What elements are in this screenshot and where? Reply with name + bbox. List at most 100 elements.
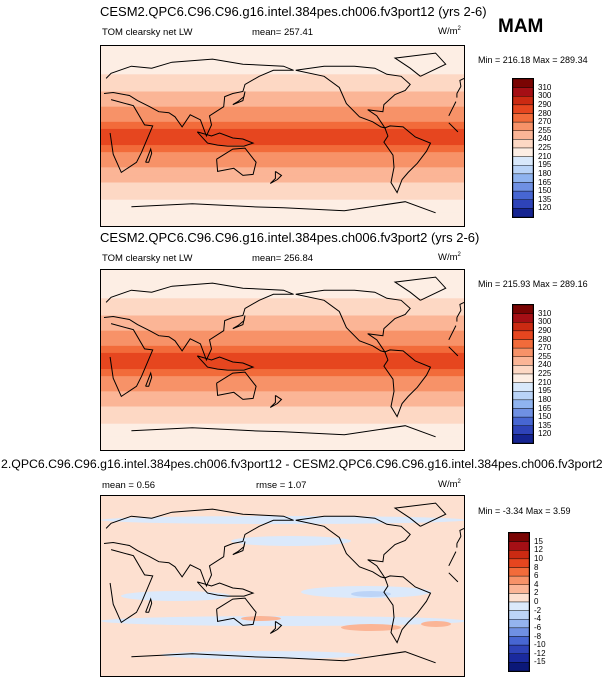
zonal-band (101, 182, 464, 191)
colorbar-tick-label: 180 (538, 394, 552, 404)
colorbar-tick-label: 195 (538, 386, 552, 396)
coastline (448, 572, 459, 583)
colorbar-tick-label: 10 (534, 553, 543, 563)
colorbar-swatch (508, 636, 530, 646)
colorbar-swatch (508, 644, 530, 654)
coastline (459, 301, 464, 311)
colorbar-tick-label: 165 (538, 177, 552, 187)
colorbar-1 (512, 78, 534, 218)
coastline (456, 536, 462, 544)
colorbar-tick-label: 290 (538, 99, 552, 109)
map1-coastlines (103, 52, 464, 214)
colorbar-tick-label: -12 (534, 648, 546, 658)
zonal-band (101, 175, 464, 183)
colorbar-swatch (508, 541, 530, 551)
zonal-band (101, 114, 464, 123)
colorbar-swatch (508, 662, 530, 672)
coastline (459, 77, 464, 87)
coastline (456, 310, 462, 318)
colorbar-swatch (512, 416, 534, 426)
coastline (232, 91, 246, 106)
coastline (216, 597, 257, 626)
colorbar-tick-label: 150 (538, 412, 552, 422)
colorbar-swatch (512, 425, 534, 435)
map1-bands (101, 46, 464, 226)
diff-patch (241, 616, 281, 621)
colorbar-swatch (512, 199, 534, 209)
diff-patch (231, 536, 351, 546)
coastline (295, 515, 411, 579)
coastline (456, 86, 462, 94)
map2-bands (101, 270, 464, 450)
colorbar-tick-label: 195 (538, 160, 552, 170)
colorbar-swatch (512, 434, 534, 444)
zonal-band (101, 270, 464, 286)
coastline (232, 541, 246, 556)
colorbar-swatch (512, 156, 534, 166)
coastline (196, 355, 255, 371)
diff-patch (351, 591, 391, 597)
season-label: MAM (498, 16, 544, 37)
zonal-band (101, 298, 464, 309)
zonal-band (101, 74, 464, 85)
colorbar-tick-label: 300 (538, 91, 552, 101)
colorbar-swatch (508, 567, 530, 577)
colorbar-swatch (508, 550, 530, 560)
colorbar-tick-label: 12 (534, 545, 543, 555)
colorbar-swatch (512, 78, 534, 88)
colorbar-2 (512, 304, 534, 444)
panel1-title: CESM2.QPC6.C96.C96.g16.intel.384pes.ch00… (100, 4, 487, 19)
panel1-variable: TOM clearsky net LW (102, 27, 193, 38)
zonal-band (101, 212, 464, 226)
coastline (295, 65, 411, 129)
colorbar-swatch (512, 182, 534, 192)
coastline (383, 575, 432, 644)
panel2-units: W/m2 (438, 252, 461, 264)
colorbar-swatch (512, 130, 534, 140)
colorbar-swatch (512, 373, 534, 383)
coastline (196, 131, 255, 147)
map-panel-3 (100, 495, 465, 677)
zonal-band (101, 338, 464, 347)
zonal-band (101, 406, 464, 415)
coastline (448, 346, 459, 357)
colorbar-swatch (512, 382, 534, 392)
coastline (216, 147, 257, 176)
coastline (393, 502, 447, 527)
coastline (448, 122, 459, 133)
colorbar-tick-label: 120 (538, 429, 552, 439)
zonal-band (101, 413, 464, 425)
zonal-band (101, 345, 464, 354)
colorbar-swatch (508, 601, 530, 611)
colorbar-swatch (512, 121, 534, 131)
colorbar-swatch (512, 139, 534, 149)
coastline (109, 323, 154, 398)
colorbar-swatch (512, 87, 534, 97)
panel2-mean: mean= 256.84 (252, 253, 314, 264)
colorbar-3 (508, 532, 530, 672)
diff-patch (341, 624, 401, 631)
diff-patch (161, 651, 361, 659)
colorbar-swatch (508, 610, 530, 620)
coastline (448, 551, 457, 567)
colorbar-tick-label: 15 (534, 536, 543, 546)
coastline (283, 651, 436, 664)
zonal-band (101, 322, 464, 332)
panel2-minmax: Min = 215.93 Max = 289.16 (478, 279, 588, 289)
coastline (383, 349, 432, 418)
colorbar-tick-label: 225 (538, 369, 552, 378)
colorbar-swatch (508, 593, 530, 603)
zonal-band (101, 61, 464, 75)
colorbar-swatch (512, 408, 534, 418)
colorbar-swatch (512, 96, 534, 106)
coastline (103, 58, 294, 138)
colorbar-tick-label: 180 (538, 168, 552, 178)
colorbar-tick-label: 2 (534, 588, 539, 598)
map-panel-1-svg (101, 46, 464, 226)
colorbar-swatch (508, 558, 530, 568)
colorbar-swatch (512, 313, 534, 323)
colorbar-tick-label: 280 (538, 108, 552, 118)
zonal-band (101, 84, 464, 92)
zonal-band (101, 98, 464, 108)
panel1-minmax: Min = 216.18 Max = 289.34 (478, 55, 588, 65)
